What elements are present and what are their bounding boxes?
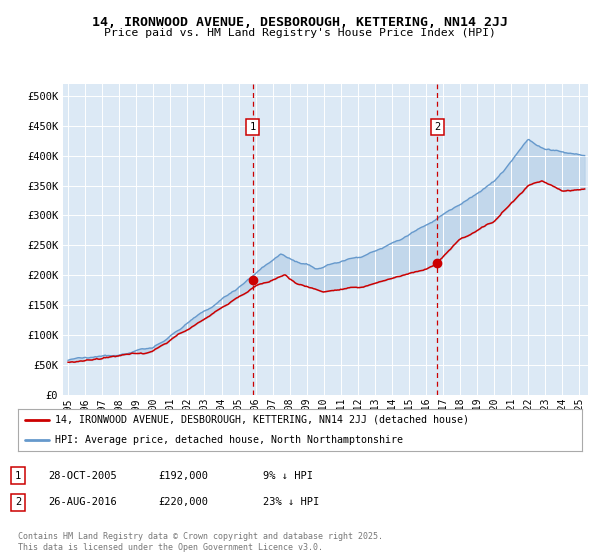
Text: Price paid vs. HM Land Registry's House Price Index (HPI): Price paid vs. HM Land Registry's House … <box>104 28 496 38</box>
Text: 14, IRONWOOD AVENUE, DESBOROUGH, KETTERING, NN14 2JJ: 14, IRONWOOD AVENUE, DESBOROUGH, KETTERI… <box>92 16 508 29</box>
Text: 14, IRONWOOD AVENUE, DESBOROUGH, KETTERING, NN14 2JJ (detached house): 14, IRONWOOD AVENUE, DESBOROUGH, KETTERI… <box>55 415 469 424</box>
Text: £192,000: £192,000 <box>158 470 208 480</box>
Text: 26-AUG-2016: 26-AUG-2016 <box>48 497 117 507</box>
Text: £220,000: £220,000 <box>158 497 208 507</box>
Text: 1: 1 <box>15 470 21 480</box>
Text: HPI: Average price, detached house, North Northamptonshire: HPI: Average price, detached house, Nort… <box>55 435 403 445</box>
Text: 1: 1 <box>250 122 256 132</box>
Text: 2: 2 <box>15 497 21 507</box>
Text: 23% ↓ HPI: 23% ↓ HPI <box>263 497 319 507</box>
Text: Contains HM Land Registry data © Crown copyright and database right 2025.
This d: Contains HM Land Registry data © Crown c… <box>18 533 383 552</box>
Text: 28-OCT-2005: 28-OCT-2005 <box>48 470 117 480</box>
Text: 9% ↓ HPI: 9% ↓ HPI <box>263 470 313 480</box>
Text: 2: 2 <box>434 122 440 132</box>
